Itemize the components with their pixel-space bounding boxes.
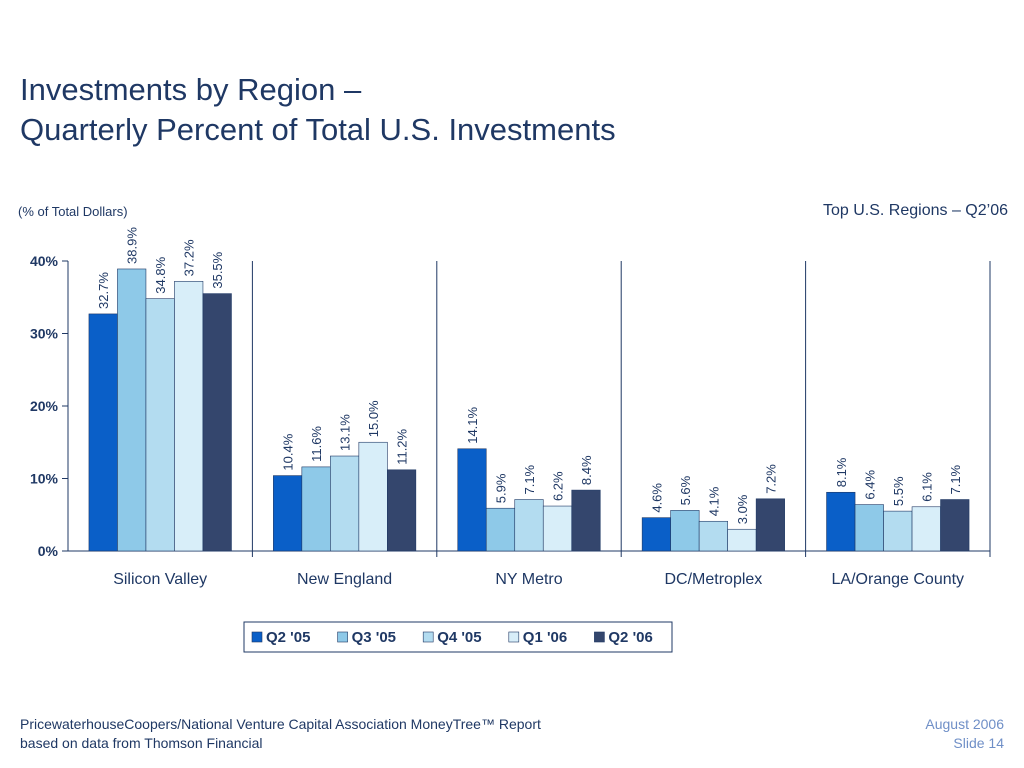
data-label: 6.4%: [862, 470, 877, 500]
bar: [727, 528, 757, 552]
unit-note: (% of Total Dollars): [18, 204, 128, 219]
bar: [202, 293, 232, 552]
bar: [88, 313, 118, 552]
category-label: NY Metro: [495, 571, 562, 588]
data-label: 10.4%: [281, 433, 296, 470]
bar: [273, 475, 303, 552]
bar: [571, 489, 601, 552]
data-label: 15.0%: [366, 400, 381, 437]
bar: [387, 469, 417, 552]
bar: [542, 505, 573, 552]
data-label: 6.2%: [551, 471, 566, 501]
data-label: 3.0%: [735, 494, 750, 524]
bar: [514, 499, 544, 552]
category-label: New England: [297, 571, 392, 588]
footer-source-line-2: based on data from Thomson Financial: [20, 735, 263, 751]
data-label: 32.7%: [96, 272, 111, 309]
y-tick-label: 40%: [30, 253, 59, 269]
footer-date: August 2006: [925, 716, 1004, 732]
bar: [174, 280, 204, 552]
bar: [117, 268, 147, 552]
legend-swatch: [337, 631, 348, 643]
footer-meta: August 2006 Slide 14: [925, 715, 1004, 753]
chart-caption: Top U.S. Regions – Q2’06: [823, 202, 1008, 219]
bar: [330, 455, 360, 552]
y-tick-label: 30%: [30, 326, 59, 342]
category-label: DC/Metroplex: [664, 571, 762, 588]
data-label: 8.1%: [834, 457, 849, 487]
legend-label: Q4 '05: [437, 629, 481, 646]
bar: [883, 510, 913, 552]
data-label: 37.2%: [182, 239, 197, 276]
legend-label: Q2 '05: [266, 629, 310, 646]
legend-label: Q1 '06: [523, 629, 567, 646]
title-line-1: Investments by Region –: [20, 72, 362, 107]
data-label: 6.1%: [919, 472, 934, 502]
data-label: 34.8%: [153, 256, 168, 293]
category-label: LA/Orange County: [832, 571, 965, 588]
data-label: 4.6%: [649, 483, 664, 513]
bar: [301, 466, 331, 552]
legend-swatch: [251, 631, 263, 643]
bar: [854, 504, 884, 552]
bar: [940, 499, 970, 552]
y-tick-label: 20%: [30, 398, 59, 414]
data-label: 5.9%: [494, 473, 509, 503]
bar: [755, 498, 785, 552]
slide-number: Slide 14: [953, 735, 1004, 751]
bar: [698, 520, 728, 552]
data-label: 11.6%: [309, 426, 324, 462]
legend-swatch: [422, 631, 434, 643]
data-label: 11.2%: [395, 428, 410, 464]
bar: [826, 491, 856, 552]
data-label: 7.2%: [763, 464, 778, 494]
bar: [358, 441, 388, 552]
bar: [641, 517, 671, 552]
data-label: 5.6%: [678, 475, 693, 505]
legend-swatch: [508, 631, 520, 643]
bar: [145, 298, 175, 552]
data-label: 14.1%: [465, 406, 480, 443]
legend-swatch: [594, 631, 605, 643]
data-label: 7.1%: [948, 464, 963, 494]
bar: [670, 510, 700, 552]
data-label: 7.1%: [522, 464, 537, 494]
title-line-2: Quarterly Percent of Total U.S. Investme…: [20, 112, 616, 147]
data-label: 5.5%: [891, 476, 906, 506]
footer-source: PricewaterhouseCoopers/National Venture …: [20, 715, 541, 753]
footer-source-line-1: PricewaterhouseCoopers/National Venture …: [20, 716, 541, 732]
bar: [911, 506, 941, 552]
category-label: Silicon Valley: [113, 571, 207, 588]
bar: [485, 507, 516, 552]
page-title: Investments by Region – Quarterly Percen…: [20, 70, 1000, 150]
bar: [457, 448, 487, 552]
data-label: 35.5%: [210, 251, 225, 288]
data-label: 8.4%: [579, 455, 594, 485]
y-tick-label: 0%: [38, 543, 59, 559]
legend-label: Q2 '06: [608, 629, 652, 646]
data-label: 4.1%: [706, 486, 721, 516]
y-tick-label: 10%: [30, 471, 59, 487]
legend-label: Q3 '05: [352, 629, 396, 646]
data-label: 13.1%: [338, 414, 353, 451]
data-label: 38.9%: [125, 227, 140, 264]
